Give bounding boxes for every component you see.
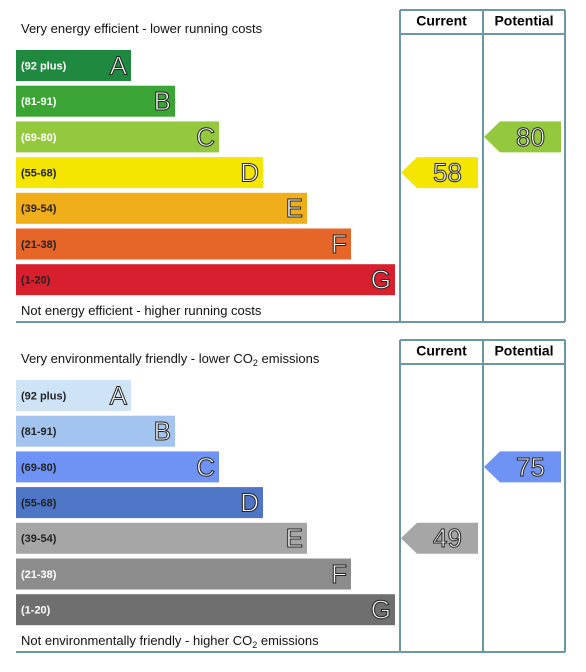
column-header: Potential	[494, 13, 553, 29]
epc-panel: Current Potential Very environmentally fri…	[16, 339, 566, 653]
rating-band	[16, 157, 263, 189]
rating-band	[16, 192, 307, 224]
column-header: Current	[416, 343, 467, 359]
band-letter: C	[196, 122, 215, 152]
band-range: (55-68)	[21, 168, 57, 180]
subscript: 2	[253, 358, 258, 368]
band-letter: G	[371, 265, 391, 295]
caption-part: Not energy efficient - higher running co…	[21, 303, 262, 318]
band-letter: F	[331, 229, 347, 259]
caption: Not environmentally friendly - higher CO…	[21, 633, 319, 650]
band-range: (21-38)	[21, 239, 57, 251]
caption: Not energy efficient - higher running co…	[21, 303, 262, 318]
rating-band	[16, 415, 175, 447]
rating-value: 75	[516, 452, 545, 482]
band-letter: D	[240, 487, 259, 517]
band-range: (69-80)	[21, 462, 57, 474]
band-range: (55-68)	[21, 498, 57, 510]
epc-panel: Current Potential Very energy efficient - …	[16, 9, 566, 323]
band-range: (92 plus)	[21, 390, 67, 402]
band-range: (39-54)	[21, 203, 57, 215]
rating-band	[16, 380, 131, 411]
band-range: (1-20)	[21, 275, 51, 287]
band-range: (69-80)	[21, 132, 57, 144]
rating-band	[16, 487, 263, 519]
band-letter: A	[110, 380, 128, 410]
band-range: (39-54)	[21, 533, 57, 545]
band-letter: B	[154, 416, 171, 446]
rating-arrow	[484, 121, 561, 153]
rating-band	[16, 85, 175, 117]
rating-value: 80	[516, 122, 545, 152]
rating-band	[16, 522, 307, 554]
band-letter: B	[154, 86, 171, 116]
rating-band	[16, 264, 395, 296]
rating-arrow	[484, 451, 561, 483]
column-header: Potential	[494, 343, 553, 359]
caption-part: emissions	[258, 351, 320, 366]
rating-band	[16, 594, 395, 626]
caption-part: Very energy efficient - lower running co…	[21, 21, 263, 36]
band-range: (81-91)	[21, 96, 57, 108]
rating-band	[16, 228, 351, 260]
caption-part: Not environmentally friendly - higher CO	[21, 633, 252, 648]
rating-value: 49	[433, 523, 462, 553]
band-letter: C	[196, 452, 215, 482]
caption-part: Very environmentally friendly - lower CO	[21, 351, 253, 366]
column-header: Current	[416, 13, 467, 29]
rating-arrow	[401, 522, 478, 554]
band-letter: D	[240, 157, 259, 187]
band-letter: A	[110, 50, 128, 80]
rating-band	[16, 50, 131, 81]
band-range: (21-38)	[21, 569, 57, 581]
rating-band	[16, 451, 219, 483]
band-range: (1-20)	[21, 605, 51, 617]
rating-band	[16, 121, 219, 153]
caption: Very energy efficient - lower running co…	[21, 21, 263, 36]
band-range: (81-91)	[21, 426, 57, 438]
band-letter: F	[331, 559, 347, 589]
caption: Very environmentally friendly - lower CO…	[21, 351, 320, 368]
band-range: (92 plus)	[21, 60, 67, 72]
rating-arrow	[401, 157, 478, 189]
subscript: 2	[252, 640, 257, 650]
rating-band	[16, 558, 351, 590]
caption-part: emissions	[257, 633, 319, 648]
rating-value: 58	[433, 157, 462, 187]
band-letter: E	[286, 523, 303, 553]
band-letter: G	[371, 595, 391, 625]
band-letter: E	[286, 193, 303, 223]
